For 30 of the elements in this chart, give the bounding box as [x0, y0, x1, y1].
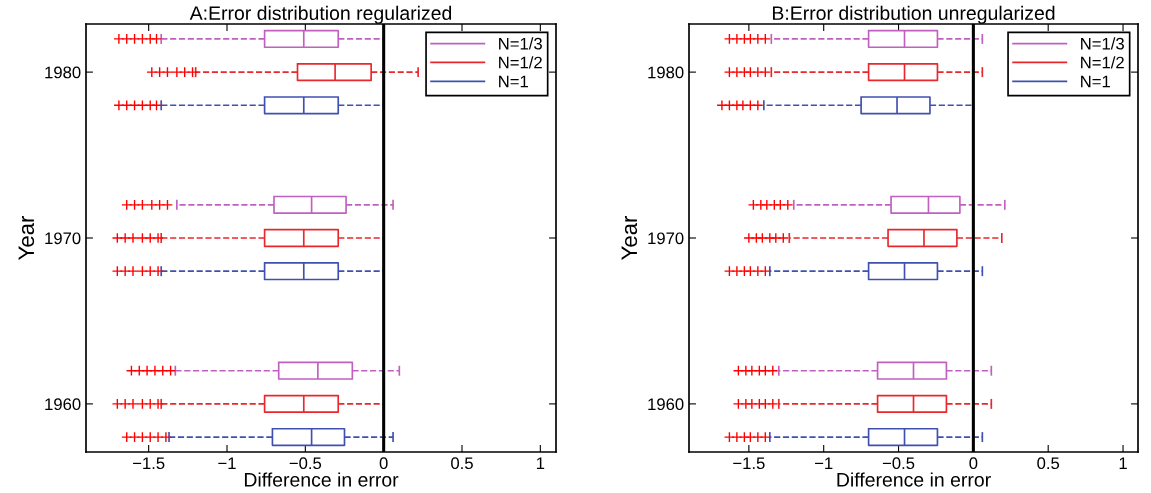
- legend-label: N=1/2: [499, 56, 542, 69]
- x-tick-label: 1: [536, 457, 545, 469]
- x-tick-label: 0: [379, 457, 388, 470]
- x-tick-label: −0.5: [289, 457, 322, 470]
- y-tick-label: 1960: [648, 398, 684, 411]
- x-tick-label: −1: [815, 457, 833, 469]
- x-tick-label: 0.5: [1037, 457, 1060, 470]
- y-tick-label: 1960: [45, 398, 81, 411]
- y-axis-title: Year: [18, 215, 35, 260]
- x-axis-title: Difference in error: [837, 472, 991, 487]
- x-tick-label: −0.5: [882, 457, 915, 470]
- chart-title: A:Error distribution regularized: [189, 5, 452, 24]
- legend-label: N=1: [1081, 75, 1110, 88]
- chart-title: B:Error distribution unregularized: [772, 5, 1055, 24]
- legend-label: N=1: [499, 75, 528, 88]
- x-tick-label: −1: [218, 457, 236, 469]
- y-tick-label: 1970: [648, 232, 684, 245]
- legend-label: N=1/3: [1081, 37, 1124, 50]
- legend-label: N=1/3: [499, 37, 542, 50]
- x-tick-label: 0: [969, 457, 978, 470]
- legend-label: N=1/2: [1081, 56, 1124, 69]
- x-tick-label: −1.5: [733, 457, 765, 470]
- x-tick-label: 0.5: [451, 457, 473, 470]
- y-axis-title: Year: [621, 215, 638, 260]
- x-axis-title: Difference in error: [244, 472, 399, 487]
- y-tick-label: 1980: [45, 66, 81, 79]
- x-tick-label: 1: [1119, 457, 1127, 469]
- x-tick-label: −1.5: [133, 457, 165, 470]
- y-tick-label: 1980: [648, 66, 684, 79]
- y-tick-label: 1970: [45, 232, 81, 245]
